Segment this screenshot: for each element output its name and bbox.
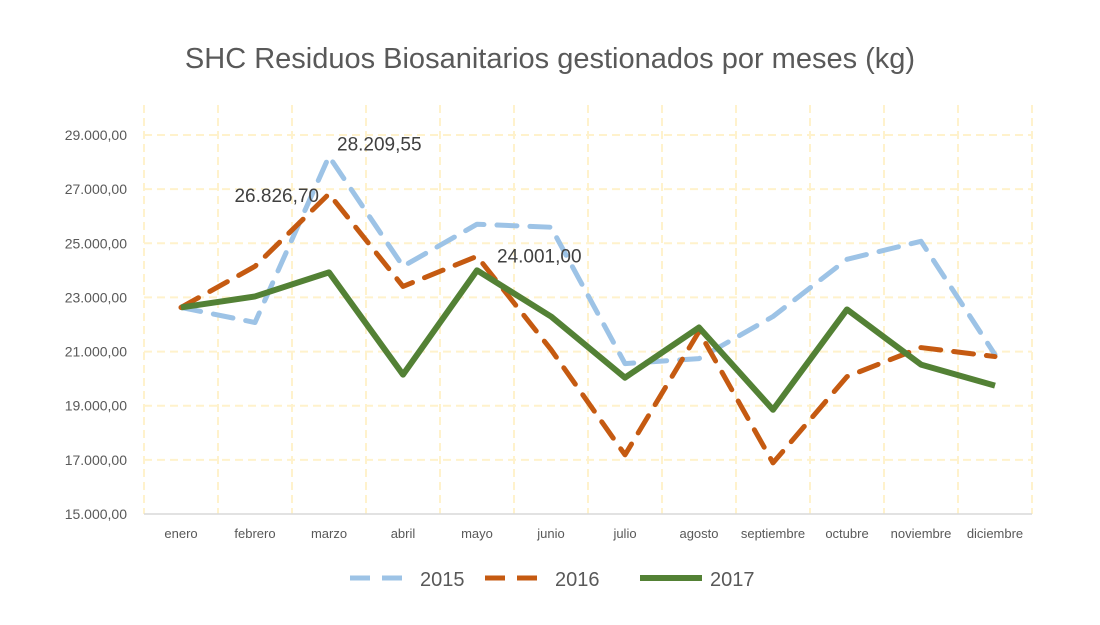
x-tick-label: junio (536, 526, 564, 541)
y-tick-label: 21.000,00 (65, 344, 127, 360)
y-axis: 15.000,00 17.000,00 19.000,00 21.000,00 23.0… (65, 127, 127, 522)
legend-label: 2015 (420, 569, 465, 591)
y-tick-label: 29.000,00 (65, 127, 127, 143)
x-tick-label: enero (164, 526, 197, 541)
x-tick-label: julio (612, 526, 636, 541)
x-tick-label: octubre (825, 526, 868, 541)
x-tick-label: febrero (234, 526, 275, 541)
data-label: 24.001,00 (497, 246, 582, 267)
y-tick-label: 17.000,00 (65, 452, 127, 468)
data-labels: 28.209,55 26.826,70 24.001,00 (234, 134, 581, 267)
legend-label: 2016 (555, 569, 600, 591)
x-tick-label: mayo (461, 526, 493, 541)
y-tick-label: 23.000,00 (65, 289, 127, 305)
x-tick-label: diciembre (967, 526, 1023, 541)
y-tick-label: 27.000,00 (65, 181, 127, 197)
legend-label: 2017 (710, 569, 755, 591)
data-label: 28.209,55 (337, 134, 422, 155)
x-tick-label: noviembre (891, 526, 952, 541)
x-tick-label: marzo (311, 526, 347, 541)
x-tick-label: agosto (679, 526, 718, 541)
data-label: 26.826,70 (234, 186, 319, 207)
gridlines (144, 105, 1032, 514)
y-tick-label: 15.000,00 (65, 506, 127, 522)
x-axis: enero febrero marzo abril mayo junio julio agos… (144, 514, 1032, 541)
x-tick-label: septiembre (741, 526, 805, 541)
y-tick-label: 19.000,00 (65, 398, 127, 414)
legend: 2015 2016 2017 (350, 569, 755, 591)
chart-title: SHC Residuos Biosanitarios gestionados p… (185, 43, 915, 75)
x-tick-label: abril (391, 526, 416, 541)
y-tick-label: 25.000,00 (65, 235, 127, 251)
